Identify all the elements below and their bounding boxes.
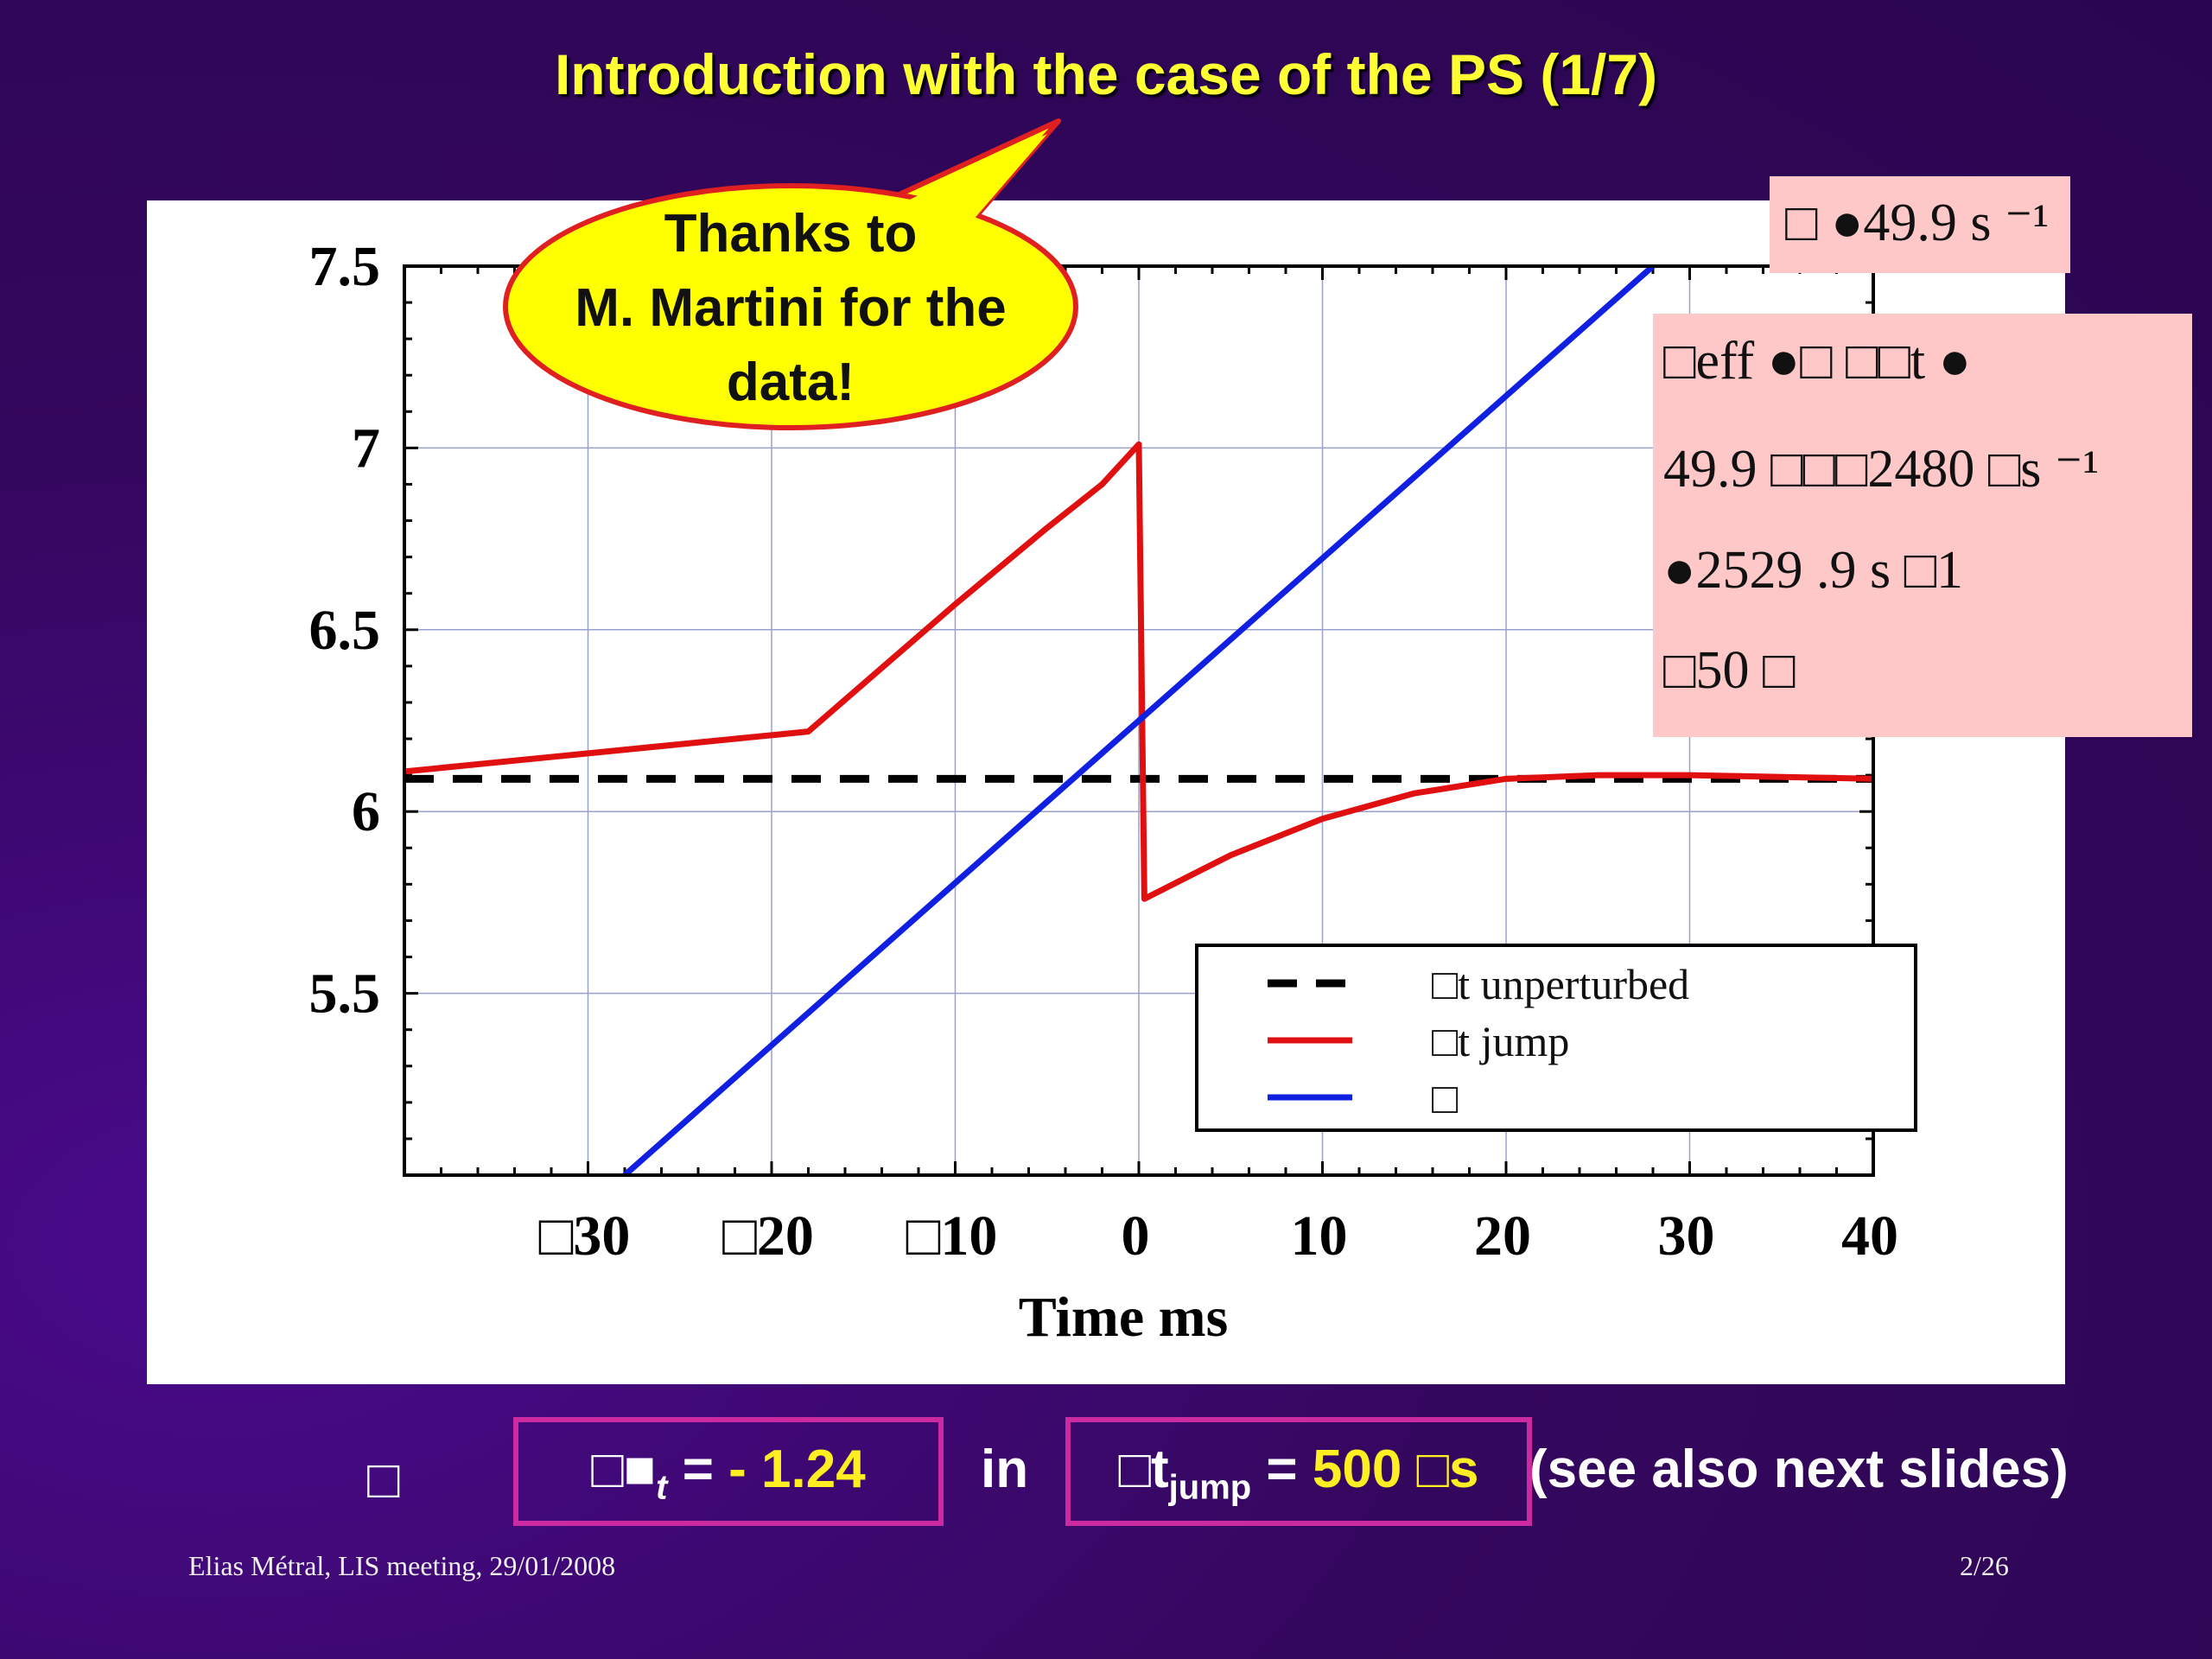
see-also-note: (see also next slides)	[1529, 1440, 2069, 1499]
x-axis-label: Time ms	[1019, 1286, 1229, 1349]
slope-equals: =	[667, 1440, 729, 1499]
x-tick-label: 0	[1122, 1205, 1150, 1268]
in-text: in	[981, 1440, 1029, 1499]
jump-time-equals: =	[1251, 1440, 1313, 1499]
x-tick-label: 30	[1658, 1205, 1715, 1268]
x-tick-label: □30	[539, 1205, 631, 1268]
x-tick-label: 20	[1474, 1205, 1531, 1268]
slope-subscript: t	[656, 1468, 668, 1507]
series-line-1	[404, 441, 1873, 902]
jump-time-prefix: □t	[1118, 1440, 1169, 1499]
speech-bubble	[503, 118, 1078, 430]
x-tick-label: 10	[1291, 1205, 1348, 1268]
slope-box: □■t = - 1.24	[513, 1417, 944, 1526]
slide-title: Introduction with the case of the PS (1/…	[554, 42, 1658, 106]
slope-prefix: □	[591, 1440, 624, 1499]
x-tick-label: □10	[906, 1205, 998, 1268]
jump-time-value: 500 □s	[1312, 1440, 1479, 1499]
jump-time-subscript: jump	[1168, 1468, 1252, 1507]
info-line-3: ●2529 .9 s □1	[1663, 541, 1964, 600]
bullet-symbol: □	[367, 1450, 400, 1510]
info-box-1-text: □ ●49.9 s ⁻¹	[1785, 194, 2050, 252]
x-tick-label: □20	[722, 1205, 814, 1268]
y-tick-label: 7.5	[309, 235, 381, 298]
legend-label-2: □	[1432, 1074, 1459, 1122]
info-line-2: 49.9 □□□2480 □s ⁻¹	[1663, 440, 2100, 499]
footer-page-number: 2/26	[1960, 1550, 2009, 1581]
info-line-1: □eff ●□ □□t ●	[1663, 332, 1972, 391]
info-box-frequency: □ ●49.9 s ⁻¹	[1770, 176, 2070, 273]
legend-label-0: □t unperturbed	[1432, 960, 1689, 1008]
y-tick-label: 7	[352, 416, 380, 480]
y-tick-label: 5.5	[309, 963, 381, 1026]
callout-text: Thanks to M. Martini for the data!	[510, 197, 1071, 420]
y-tick-label: 6.5	[309, 599, 381, 662]
y-tick-label: 6	[352, 780, 380, 843]
callout-line-2: M. Martini for the	[575, 278, 1007, 338]
info-box-calculation: □eff ●□ □□t ● 49.9 □□□2480 □s ⁻¹ ●2529 .…	[1653, 314, 2192, 737]
footer-author: Elias Métral, LIS meeting, 29/01/2008	[188, 1550, 616, 1581]
legend-label-1: □t jump	[1432, 1017, 1569, 1065]
slope-symbol: ■	[623, 1440, 657, 1499]
callout-line-3: data!	[726, 353, 855, 412]
series-line-2	[622, 266, 1656, 1175]
slope-value: - 1.24	[728, 1440, 866, 1499]
jump-time-box: □tjump = 500 □s	[1065, 1417, 1532, 1526]
info-line-4: □50 □	[1663, 641, 1796, 700]
callout-line-1: Thanks to	[664, 204, 918, 264]
x-tick-label: 40	[1841, 1205, 1898, 1268]
